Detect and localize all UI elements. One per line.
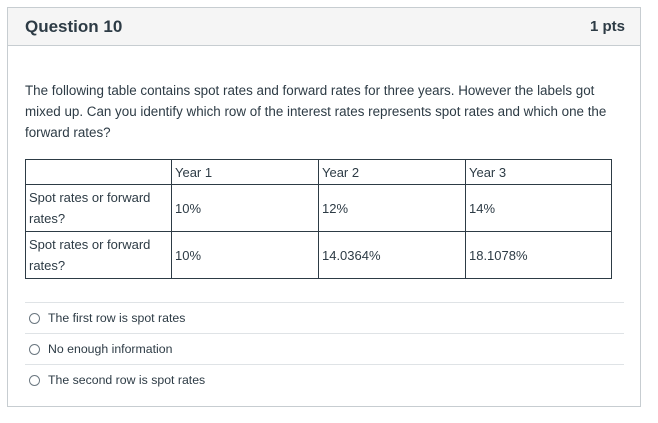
table-cell-label: Spot rates or forward rates? <box>25 231 172 279</box>
question-header: Question 10 1 pts <box>8 8 640 46</box>
radio-button[interactable] <box>29 374 40 386</box>
question-body: The following table contains spot rates … <box>25 46 625 387</box>
table-header-row: Year 1 Year 2 Year 3 <box>25 159 613 185</box>
rates-table: Year 1 Year 2 Year 3 Spot rates or forwa… <box>25 159 613 279</box>
table-cell: 18.1078% <box>464 231 613 279</box>
table-cell: 12% <box>317 184 466 232</box>
table-cell: 10% <box>170 231 319 279</box>
table-cell-label: Spot rates or forward rates? <box>25 184 172 232</box>
question-title: Question 10 <box>25 16 123 36</box>
answer-option-3[interactable]: The second row is spot rates <box>25 364 624 395</box>
radio-button[interactable] <box>29 312 40 324</box>
table-header-cell <box>25 159 172 185</box>
answer-label: No enough information <box>48 342 173 356</box>
table-cell: 10% <box>170 184 319 232</box>
table-cell: 14.0364% <box>317 231 466 279</box>
answer-option-1[interactable]: The first row is spot rates <box>25 302 624 333</box>
table-row: Spot rates or forward rates? 10% 12% 14% <box>25 184 613 232</box>
table-header-cell: Year 3 <box>464 159 613 185</box>
answer-list: The first row is spot rates No enough in… <box>25 302 624 395</box>
table-header-cell: Year 1 <box>170 159 319 185</box>
question-text: The following table contains spot rates … <box>25 83 607 140</box>
answer-label: The first row is spot rates <box>48 311 186 325</box>
question-points: 1 pts <box>589 18 625 35</box>
table-header-cell: Year 2 <box>317 159 466 185</box>
question-card: Question 10 1 pts The following table co… <box>7 7 641 407</box>
radio-button[interactable] <box>29 343 40 355</box>
answer-option-2[interactable]: No enough information <box>25 333 624 364</box>
answer-label: The second row is spot rates <box>48 373 206 387</box>
table-cell: 14% <box>464 184 613 232</box>
table-row: Spot rates or forward rates? 10% 14.0364… <box>25 231 613 279</box>
